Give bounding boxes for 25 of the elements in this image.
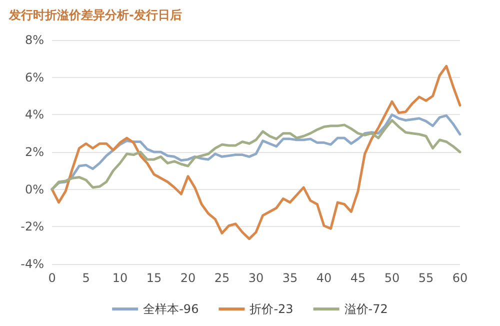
- legend-label: 溢价-72: [344, 302, 388, 316]
- y-tick-label: 2%: [24, 145, 44, 159]
- y-tick-label: -2%: [20, 220, 44, 234]
- x-tick-label: 40: [316, 271, 332, 285]
- x-tick-label: 60: [452, 271, 468, 285]
- y-tick-label: 4%: [24, 108, 44, 122]
- legend-label: 全样本-96: [143, 302, 199, 316]
- y-tick-label: 8%: [24, 33, 44, 47]
- legend-label: 折价-23: [250, 302, 294, 316]
- y-tick-label: 0%: [24, 182, 44, 196]
- x-tick-label: 30: [248, 271, 264, 285]
- x-tick-label: 45: [350, 271, 366, 285]
- chart-title: 发行时折溢价差异分析-发行日后: [8, 8, 182, 22]
- x-tick-label: 15: [146, 271, 162, 285]
- y-tick-label: 6%: [24, 70, 44, 84]
- line-series: [50, 64, 462, 240]
- x-tick-label: 20: [180, 271, 196, 285]
- x-tick-label: 25: [214, 271, 230, 285]
- x-tick-label: 55: [418, 271, 434, 285]
- x-tick-label: 10: [112, 271, 128, 285]
- y-tick-label: -4%: [20, 257, 44, 271]
- x-tick-label: 50: [384, 271, 400, 285]
- x-tick-label: 0: [48, 271, 56, 285]
- x-tick-label: 35: [282, 271, 298, 285]
- x-tick-label: 5: [82, 271, 90, 285]
